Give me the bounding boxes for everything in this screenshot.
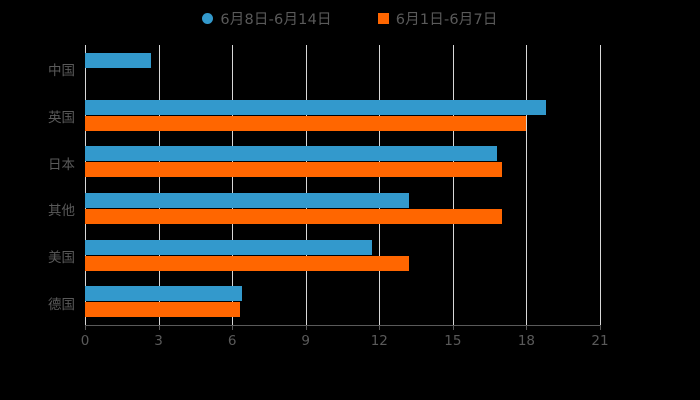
bar[interactable] [85,162,502,178]
gridline [305,45,307,325]
x-axis-line [85,325,601,326]
legend-item-series-2[interactable]: 6月1日-6月7日 [377,8,498,29]
square-marker-icon [377,13,389,24]
legend-item-series-1[interactable]: 6月8日-6月14日 [202,8,332,29]
y-axis-category-label: 日本 [48,156,75,173]
bar[interactable] [85,52,152,68]
gridline [526,45,528,325]
x-axis-tick-mark [526,325,528,330]
x-axis-tick-label: 15 [444,333,462,349]
x-axis-tick-mark [232,325,234,330]
circle-marker-icon [202,13,214,24]
gridline [600,45,601,325]
y-axis-line [85,45,86,325]
gridline [158,45,160,325]
x-axis-tick-label: 12 [370,333,388,349]
bar[interactable] [85,208,502,224]
bar[interactable] [85,302,240,318]
bar[interactable] [85,255,409,271]
gridline [379,45,381,325]
x-axis-tick-label: 0 [80,333,90,349]
bar[interactable] [85,239,372,255]
x-axis-tick-label: 3 [154,333,163,349]
bar[interactable] [85,99,547,115]
bar[interactable] [85,192,409,208]
x-axis-tick-label: 18 [517,333,536,349]
y-axis-category-label: 德国 [48,296,75,313]
bar[interactable] [85,146,497,162]
x-axis-tick-label: 21 [591,333,609,349]
chart-legend: 6月8日-6月14日 6月1日-6月7日 [0,8,700,29]
y-axis-category-label: 英国 [48,110,75,126]
x-axis-tick-mark [158,325,160,330]
plot-area [85,45,601,325]
y-axis-category-label: 美国 [48,250,75,266]
x-axis-tick-mark [305,325,307,330]
x-axis-tick-mark [452,325,454,330]
x-axis-tick-label: 9 [301,333,310,349]
legend-label-series-1: 6月8日-6月14日 [220,12,332,28]
x-axis-tick-mark [379,325,381,330]
x-axis-tick-label: 6 [227,333,237,349]
y-axis-category-label: 其他 [48,203,75,220]
bar[interactable] [85,115,527,131]
x-axis-tick-mark [600,325,601,330]
gridline [452,45,454,325]
legend-label-series-2: 6月1日-6月7日 [395,12,498,28]
bar[interactable] [85,286,242,302]
gridline [232,45,234,325]
x-axis-tick-mark [85,325,86,330]
y-axis-category-label: 中国 [48,63,75,80]
